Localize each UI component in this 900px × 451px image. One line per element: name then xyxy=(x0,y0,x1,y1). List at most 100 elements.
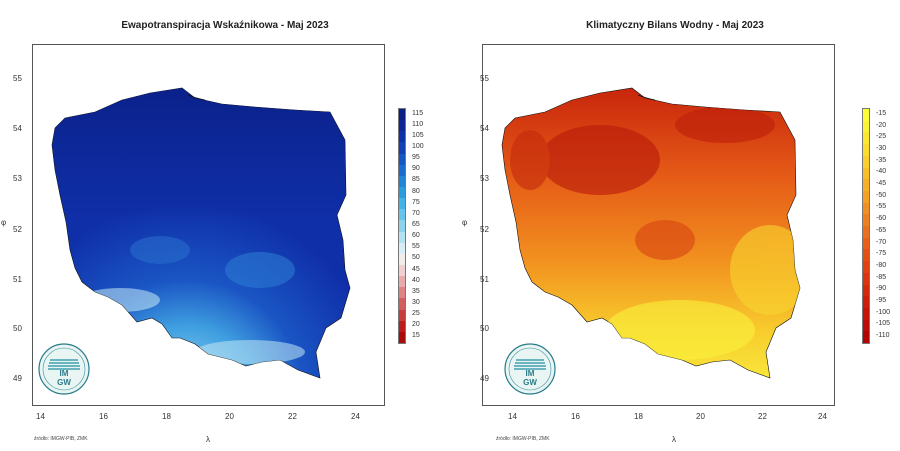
legend-label: 95 xyxy=(412,154,420,162)
map-title: Klimatyczny Bilans Wodny - Maj 2023 xyxy=(586,20,764,31)
legend-label: 85 xyxy=(412,176,420,184)
legend-color-cell xyxy=(863,237,869,250)
color-legend xyxy=(398,108,406,344)
legend-color-cell xyxy=(399,287,405,299)
legend-label: 45 xyxy=(412,265,420,273)
legend-label: 55 xyxy=(412,243,420,251)
legend-color-cell xyxy=(863,202,869,215)
legend-label: -15 xyxy=(876,109,887,117)
y-axis-label: φ xyxy=(1,218,7,227)
y-tick-label: 50 xyxy=(480,324,489,333)
x-axis-label: λ xyxy=(672,435,676,444)
legend-label: -80 xyxy=(876,261,887,269)
legend-label: -55 xyxy=(876,203,887,211)
legend-color-cell xyxy=(399,198,405,210)
legend-color-cell xyxy=(863,284,869,297)
legend-color-cell xyxy=(399,131,405,143)
legend-label: -65 xyxy=(876,226,887,234)
legend-color-cell xyxy=(399,153,405,166)
legend-color-cell xyxy=(399,298,405,311)
legend-color-cell xyxy=(863,261,869,274)
legend-label: -95 xyxy=(876,297,887,305)
map-title: Ewapotranspiracja Wskaźnikowa - Maj 2023 xyxy=(121,20,329,31)
legend-label: -45 xyxy=(876,180,887,188)
x-tick-label: 14 xyxy=(508,412,517,421)
y-tick-label: 53 xyxy=(13,174,22,183)
legend-color-cell xyxy=(863,249,869,262)
legend-label: -25 xyxy=(876,133,887,141)
legend-label: 40 xyxy=(412,276,420,284)
x-tick-label: 22 xyxy=(758,412,767,421)
map-frame xyxy=(482,44,835,406)
legend-color-cell xyxy=(399,253,405,266)
svg-text:GW: GW xyxy=(523,378,537,387)
legend-label: 30 xyxy=(412,299,420,306)
legend-label: -35 xyxy=(876,156,887,164)
map-frame xyxy=(32,44,385,406)
x-axis-label: λ xyxy=(206,435,210,444)
legend-label: -110 xyxy=(876,332,890,340)
legend-color-cell xyxy=(399,231,405,244)
legend-label: -70 xyxy=(876,238,887,246)
poland-map-water-balance xyxy=(501,87,801,379)
source-note: źródło: IMGW-PIB, ZMK xyxy=(496,436,550,442)
y-tick-label: 52 xyxy=(480,225,489,234)
legend-label: 75 xyxy=(412,198,420,206)
y-tick-label: 54 xyxy=(480,124,489,133)
legend-color-cell xyxy=(399,309,405,322)
y-tick-label: 55 xyxy=(480,74,489,83)
legend-color-cell xyxy=(863,109,869,122)
imgw-logo: IM GW xyxy=(504,343,556,395)
legend-color-cell xyxy=(399,331,405,344)
x-tick-label: 16 xyxy=(571,412,580,421)
legend-label: -50 xyxy=(876,191,887,199)
legend-color-cell xyxy=(863,307,869,321)
svg-text:IM: IM xyxy=(526,369,535,378)
x-tick-label: 24 xyxy=(818,412,827,421)
y-tick-label: 52 xyxy=(13,225,22,234)
legend-label: 65 xyxy=(412,221,420,228)
legend-color-cell xyxy=(863,132,869,145)
color-legend xyxy=(862,108,870,344)
svg-text:GW: GW xyxy=(57,378,71,387)
x-tick-label: 18 xyxy=(634,412,643,421)
imgw-logo: IM GW xyxy=(38,343,90,395)
legend-label: -85 xyxy=(876,273,887,281)
legend-color-cell xyxy=(863,120,869,133)
legend-color-cell xyxy=(863,167,869,180)
legend-label: -105 xyxy=(876,320,891,328)
poland-map-evapotranspiration xyxy=(51,87,351,379)
legend-label: -40 xyxy=(876,168,887,176)
map-panel-water-balance: Klimatyczny Bilans Wodny - Maj 2023 xyxy=(450,0,900,451)
legend-label: 35 xyxy=(412,287,420,295)
legend-label: -100 xyxy=(876,308,891,316)
legend-color-cell xyxy=(863,179,869,192)
legend-color-cell xyxy=(863,144,869,157)
legend-color-cell xyxy=(863,214,869,227)
legend-label: 80 xyxy=(412,187,420,195)
legend-label: -60 xyxy=(876,215,887,223)
x-tick-label: 22 xyxy=(288,412,297,421)
legend-label: 60 xyxy=(412,232,420,240)
legend-color-cell xyxy=(863,226,869,239)
legend-color-cell xyxy=(399,320,405,333)
y-axis-label: φ xyxy=(462,218,468,227)
x-tick-label: 16 xyxy=(99,412,108,421)
legend-color-cell xyxy=(399,209,405,221)
legend-label: -20 xyxy=(876,121,887,129)
y-tick-label: 53 xyxy=(480,174,489,183)
legend-label: -90 xyxy=(876,285,887,293)
legend-color-cell xyxy=(863,319,869,332)
legend-label: 90 xyxy=(412,165,420,173)
legend-label: 105 xyxy=(412,131,424,139)
y-tick-label: 51 xyxy=(480,275,489,284)
y-tick-label: 55 xyxy=(13,74,22,83)
legend-color-cell xyxy=(399,142,405,155)
legend-label: 110 xyxy=(412,120,424,128)
svg-text:IM: IM xyxy=(60,369,69,378)
legend-label: 115 xyxy=(412,109,424,117)
map-panel-evapotranspiration: Ewapotranspiracja Wskaźnikowa - Maj 2023 xyxy=(1,20,424,444)
legend-color-cell xyxy=(863,296,869,309)
x-tick-label: 20 xyxy=(696,412,705,421)
legend-color-cell xyxy=(399,265,405,277)
